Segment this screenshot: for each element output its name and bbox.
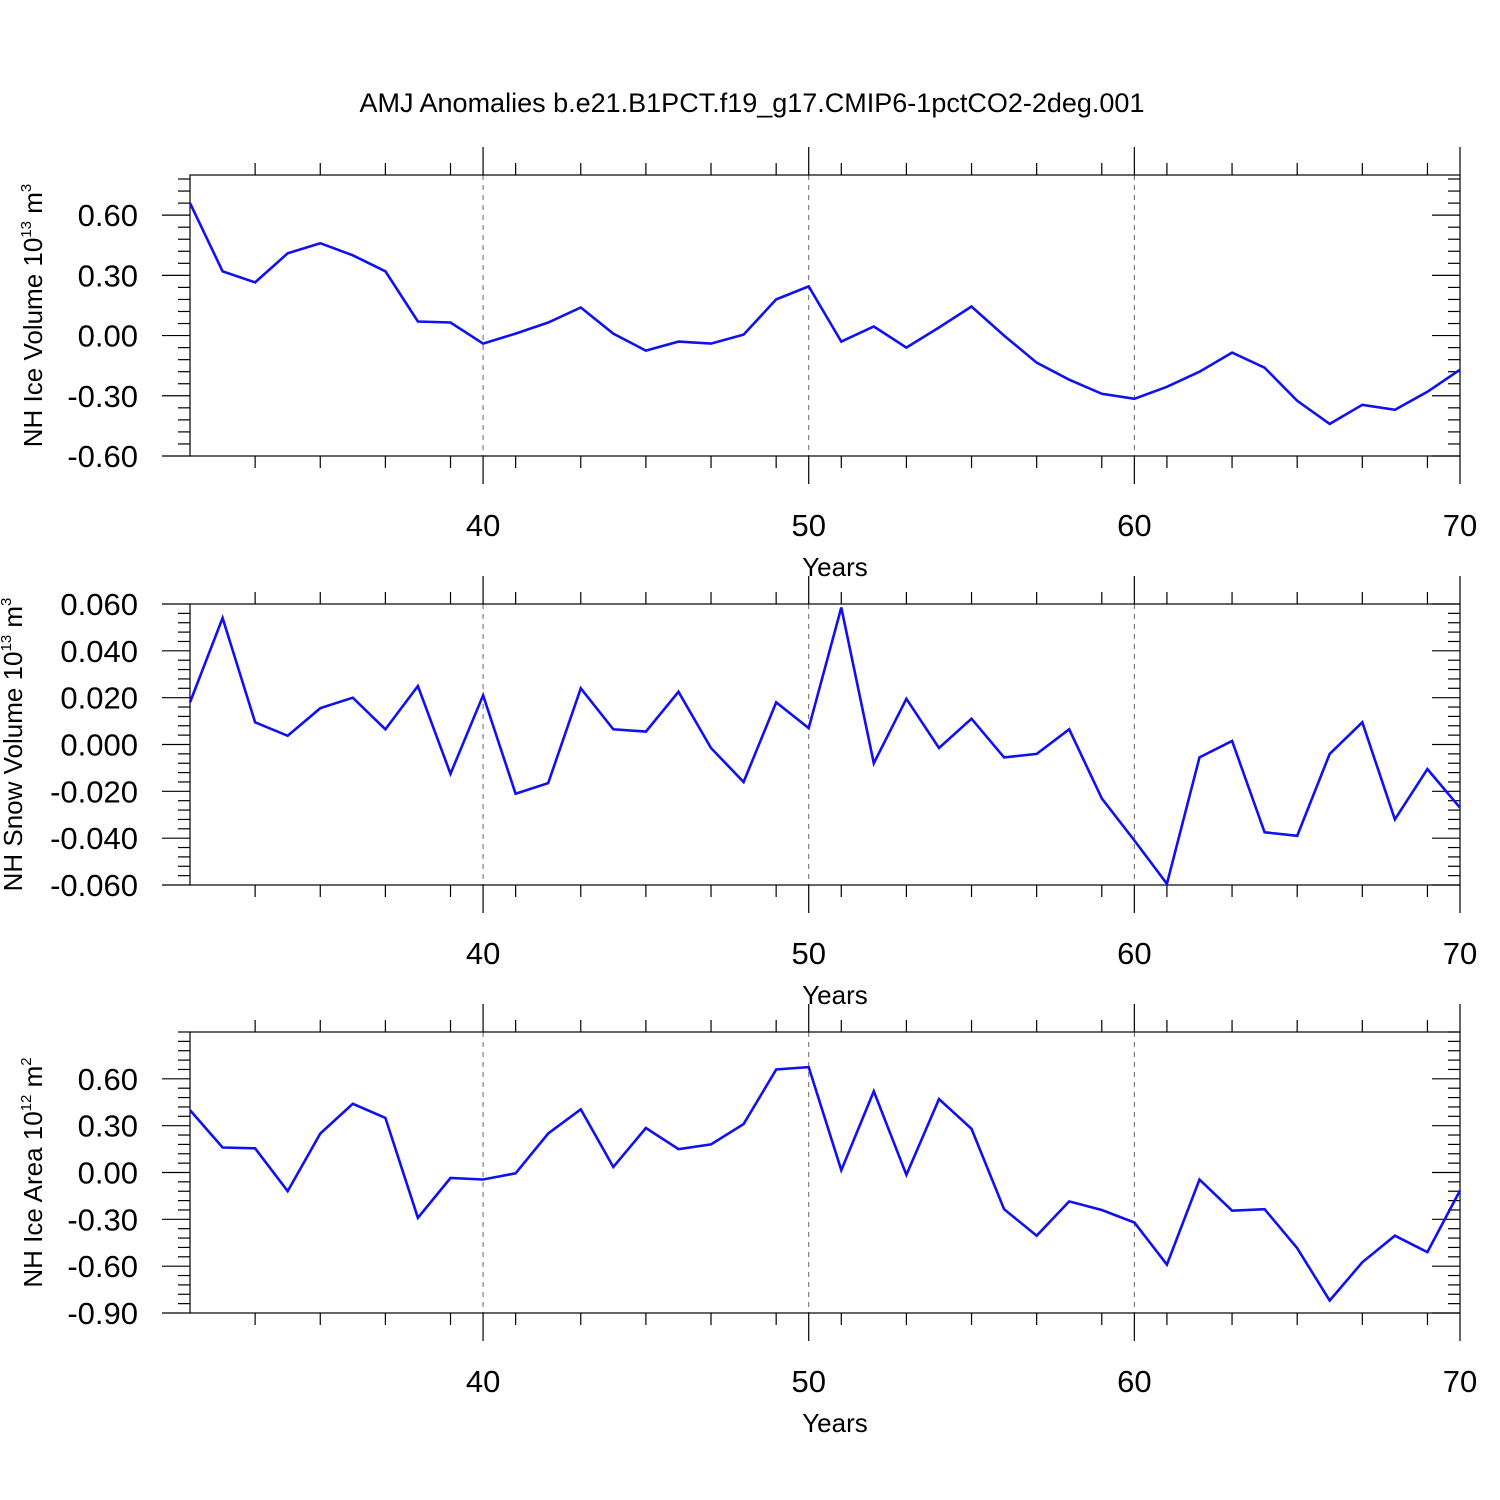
x-tick-label: 60	[1117, 508, 1151, 543]
figure-title: AMJ Anomalies b.e21.B1PCT.f19_g17.CMIP6-…	[360, 88, 1145, 118]
y-tick-label: 0.30	[78, 1109, 138, 1144]
y-tick-label: -0.30	[67, 379, 138, 414]
panel-3: 40 50 60 70 Years -0.90 -0.60 -0.30 0.00 0.30 0.60…	[18, 1004, 1477, 1438]
plot-frame	[189, 1031, 1461, 1314]
series-line	[188, 607, 1461, 887]
plot-frame	[189, 603, 1461, 886]
panel-1: 40 50 60 70 Years -0.60 -0.30 0.00 0.30 0.60 NH Ic…	[18, 147, 1477, 582]
y-tick-label: 0.040	[60, 634, 138, 669]
x-axis-label: Years	[802, 552, 868, 582]
y-tick-label: 0.020	[60, 681, 138, 716]
x-tick-label: 70	[1443, 936, 1477, 971]
x-tick-label: 40	[466, 508, 500, 543]
y-tick-label: -0.040	[50, 821, 138, 856]
series-line	[189, 1065, 1462, 1303]
x-tick-label: 40	[466, 1364, 500, 1399]
series-line	[188, 202, 1461, 426]
y-tick-label: 0.00	[78, 319, 138, 354]
x-axis-label: Years	[802, 1408, 868, 1438]
x-tick-label: 60	[1117, 936, 1151, 971]
panel-2: 40 50 60 70 Years -0.060 -0.040 -0.020 0.000 0.02…	[0, 576, 1477, 1010]
y-tick-label: -0.30	[67, 1202, 138, 1237]
plot-frame	[189, 174, 1461, 457]
y-tick-label: -0.60	[67, 1249, 138, 1284]
y-tick-label: -0.020	[50, 774, 138, 809]
y-tick-label: -0.060	[50, 868, 138, 903]
y-tick-label: 0.000	[60, 728, 138, 763]
x-tick-label: 60	[1117, 1364, 1151, 1399]
x-tick-label: 70	[1443, 508, 1477, 543]
x-tick-label: 40	[466, 936, 500, 971]
y-axis-label: NH Snow Volume 1013 m3	[0, 598, 28, 892]
y-tick-label: 0.060	[60, 587, 138, 622]
x-axis-label: Years	[802, 980, 868, 1010]
y-tick-label: 0.60	[78, 1062, 138, 1097]
panels: 40 50 60 70 Years -0.60 -0.30 0.00 0.30 0.60 NH Ic…	[0, 147, 1477, 1438]
x-tick-label: 70	[1443, 1364, 1477, 1399]
y-tick-label: 0.60	[78, 198, 138, 233]
y-axis-label: NH Ice Area 1012 m2	[18, 1057, 48, 1287]
x-tick-label: 50	[791, 508, 825, 543]
x-tick-label: 50	[791, 1364, 825, 1399]
y-tick-label: 0.30	[78, 258, 138, 293]
y-axis-label: NH Ice Volume 1013 m3	[18, 184, 48, 447]
x-tick-label: 50	[791, 936, 825, 971]
y-tick-label: 0.00	[78, 1156, 138, 1191]
y-tick-label: -0.60	[67, 439, 138, 474]
y-tick-label: -0.90	[67, 1296, 138, 1331]
